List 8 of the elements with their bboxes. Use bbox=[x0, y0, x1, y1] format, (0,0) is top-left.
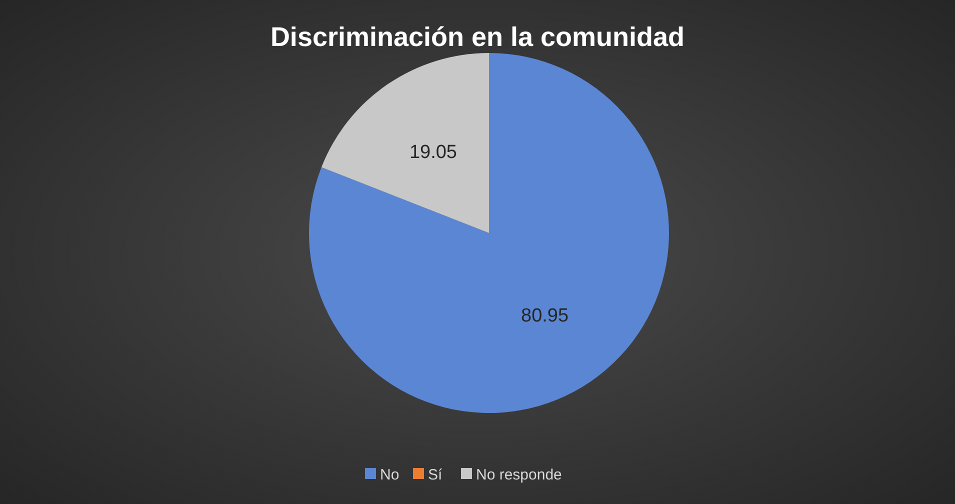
pie-slice bbox=[309, 53, 669, 413]
legend-label: No responde bbox=[476, 466, 562, 484]
legend-label: Sí bbox=[428, 466, 444, 484]
chart-title: Discriminación en la comunidad bbox=[270, 22, 685, 52]
data-label: 80.95 bbox=[521, 305, 569, 326]
pie-slice bbox=[321, 53, 489, 233]
data-label: 19.05 bbox=[409, 142, 457, 163]
legend-label: No bbox=[380, 466, 400, 484]
